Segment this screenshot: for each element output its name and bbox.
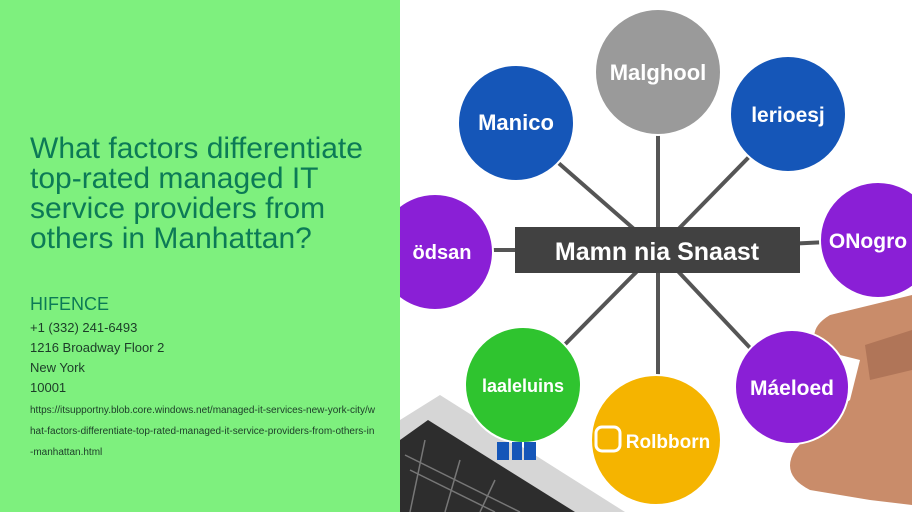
node-right: ONogro (819, 181, 912, 299)
source-url-link[interactable]: https://itsupportny.blob.core.windows.ne… (30, 405, 375, 458)
node-label: ONogro (829, 230, 907, 253)
street-address: 1216 Broadway Floor 2 (30, 340, 165, 355)
node-label: laaleluins (482, 376, 564, 396)
small-blue-glyph-icon (497, 442, 536, 460)
node-label: Rolbborn (626, 432, 710, 453)
node-label: Manico (478, 110, 554, 135)
node-label: ödsan (413, 242, 472, 264)
node-lower-right: Máeloed (734, 329, 850, 445)
zip-code: 10001 (30, 380, 67, 395)
node-label: Máeloed (750, 377, 834, 400)
info-panel: What factors differentiate top-rated man… (0, 0, 400, 512)
node-label: lerioesj (751, 104, 825, 127)
node-lower-left: laaleluins (464, 326, 582, 444)
node-label: Malghool (610, 60, 707, 85)
company-name: HIFENCE (30, 294, 110, 314)
phone-number[interactable]: +1 (332) 241-6493 (30, 320, 138, 335)
node-top: Malghool (594, 8, 722, 136)
nodes: Malghool Manico lerioesj ödsan ONogro la… (400, 8, 912, 506)
illustration-panel: Mamn nia Snaast Malghool Manico lerioesj… (400, 0, 912, 512)
node-bottom: Rolbborn (590, 374, 722, 506)
center-banner (515, 227, 800, 273)
node-left: ödsan (400, 193, 494, 311)
page-title: What factors differentiate top-rated man… (30, 132, 363, 255)
city: New York (30, 360, 85, 375)
node-upper-right: lerioesj (729, 55, 847, 173)
network-diagram-image: Mamn nia Snaast Malghool Manico lerioesj… (400, 8, 912, 512)
node-upper-left: Manico (457, 64, 575, 182)
center-label: Mamn nia Snaast (555, 238, 760, 266)
